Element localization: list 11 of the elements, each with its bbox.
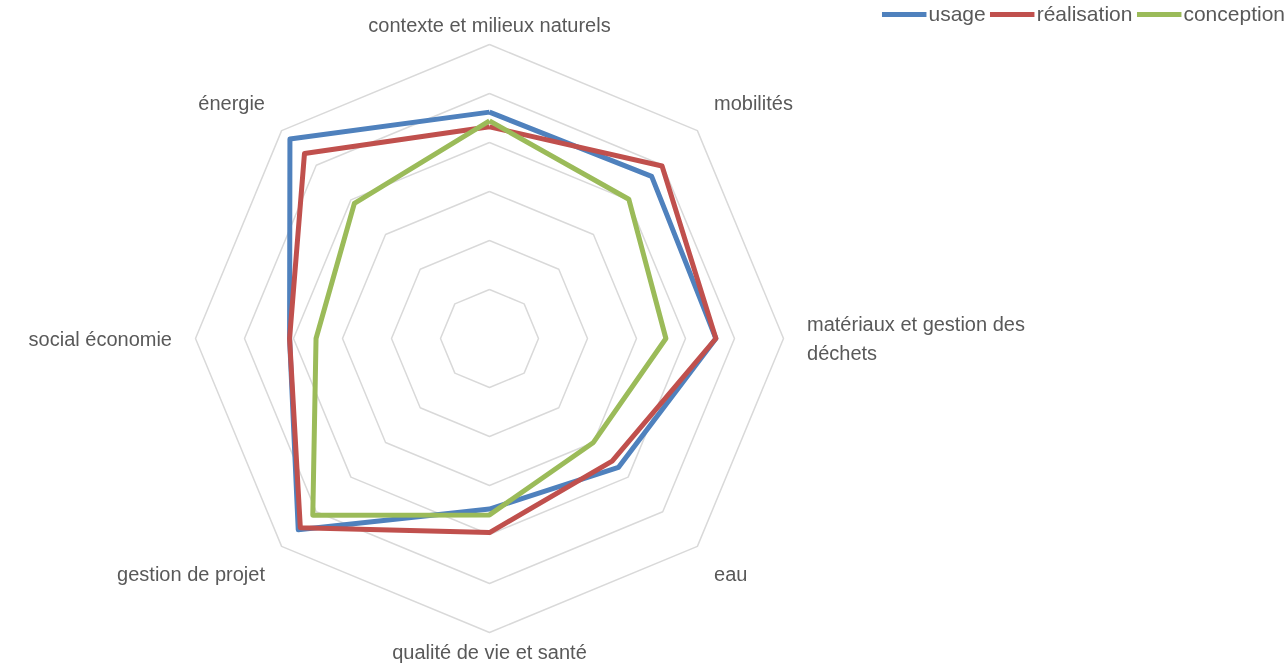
spoke-label: mobilités <box>714 91 793 114</box>
legend-label: conception <box>1183 2 1285 26</box>
spoke-label: gestion de projet <box>117 563 266 586</box>
spoke-label: énergie <box>198 91 265 114</box>
spoke-label: matériaux et gestion des déchets <box>807 313 1025 364</box>
spoke-label: qualité de vie et santé <box>392 641 587 664</box>
spoke-label: eau <box>714 563 748 586</box>
legend-label: usage <box>928 2 986 26</box>
spoke-label: contexte et milieux naturels <box>368 13 611 36</box>
legend-label: réalisation <box>1036 2 1133 26</box>
spoke-label: social économie <box>28 327 172 350</box>
